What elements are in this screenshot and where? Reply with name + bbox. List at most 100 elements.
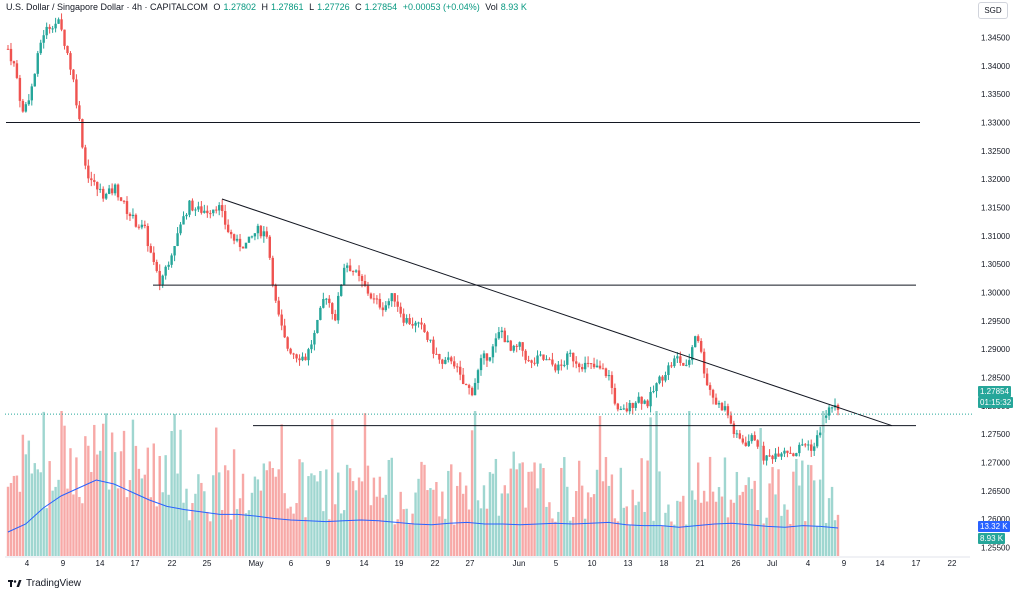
candle-body (143, 224, 147, 226)
candle-body (90, 178, 93, 181)
volume-bar (685, 524, 688, 556)
volume-bar (420, 461, 423, 556)
candle-body (744, 442, 747, 446)
candle-body (36, 53, 39, 74)
y-tick-label: 1.26500 (981, 487, 1010, 496)
volume-bar (319, 470, 322, 556)
candle-body (497, 332, 501, 339)
volume-bar (18, 491, 22, 556)
volume-bar (128, 480, 132, 556)
volume-bar (307, 476, 310, 556)
volume-bar (655, 411, 658, 556)
candle-body (253, 233, 257, 237)
candle-body (453, 361, 456, 367)
x-tick-label: 22 (168, 559, 177, 568)
volume-bar (786, 509, 789, 556)
volume-bar (107, 489, 111, 556)
candle-body (372, 298, 376, 300)
candle-body (27, 100, 31, 105)
volume-bar (456, 485, 459, 556)
candle-body (280, 314, 283, 326)
volume-bar (21, 434, 25, 556)
candle-body (432, 339, 435, 354)
volume-bar (458, 472, 462, 556)
candle-body (176, 233, 179, 247)
candle-body (366, 285, 370, 294)
candle-body (625, 408, 628, 412)
candle-body (801, 444, 804, 446)
volume-bar (801, 460, 804, 556)
volume-bar (592, 494, 596, 556)
candle-body (265, 231, 269, 237)
candle-body (827, 407, 831, 416)
candle-body (461, 374, 465, 385)
volume-bar (57, 479, 60, 556)
candle-body (268, 236, 271, 258)
candle-body (726, 406, 730, 416)
candle-body (780, 453, 783, 457)
volume-bar (232, 449, 236, 556)
candle-body (215, 209, 218, 211)
y-tick-label: 1.31000 (981, 232, 1010, 241)
candle-body (438, 354, 441, 360)
candle-body (533, 362, 536, 364)
volume-bar (191, 503, 194, 556)
candle-body (238, 238, 242, 247)
volume-bar (818, 479, 822, 556)
volume-bar (631, 489, 634, 556)
candle-body (140, 224, 144, 228)
volume-bar (560, 467, 563, 556)
candle-body (197, 206, 200, 210)
currency-button[interactable]: SGD (978, 2, 1008, 19)
candle-body (583, 362, 587, 370)
volume-bar (277, 469, 280, 556)
candle-body (622, 408, 626, 410)
volume-bar (667, 504, 670, 556)
candle-body (503, 330, 507, 343)
volume-bar (161, 492, 164, 556)
volume-bar (122, 430, 126, 556)
volume-bar (357, 477, 361, 556)
candle-body (339, 284, 343, 296)
volume-bar (836, 514, 840, 556)
volume-bar (51, 490, 54, 556)
volume-bar (807, 464, 810, 556)
x-tick-label: 27 (466, 559, 475, 568)
candle-body (57, 19, 60, 24)
volume-bar (491, 473, 495, 556)
volume-bar (566, 486, 569, 556)
volume-bar (274, 476, 277, 556)
volume-bar (339, 513, 343, 556)
candle-body (81, 119, 84, 148)
volume-bar (411, 513, 414, 556)
candle-body (473, 382, 477, 396)
symbol-name[interactable]: U.S. Dollar / Singapore Dollar · 4h · CA… (6, 2, 208, 12)
volume-bar (238, 498, 242, 556)
candle-body (69, 53, 72, 70)
volume-bar (750, 488, 753, 556)
tradingview-brand[interactable]: TradingView (8, 578, 81, 589)
volume-bar (226, 470, 230, 556)
volume-bar (313, 475, 316, 556)
candle-body (589, 363, 593, 365)
candle-body (530, 360, 533, 363)
candle-body (18, 77, 22, 101)
volume-bar (310, 473, 313, 556)
volume-bar (375, 496, 379, 556)
candle-body (63, 29, 66, 46)
chart-header: U.S. Dollar / Singapore Dollar · 4h · CA… (6, 2, 530, 12)
candle-body (610, 375, 614, 388)
candle-body (658, 376, 661, 384)
y-tick-label: 1.30000 (981, 289, 1010, 298)
candle-body (301, 356, 304, 361)
x-tick-label: 9 (326, 559, 331, 568)
volume-bar (548, 502, 551, 556)
candle-body (643, 400, 646, 404)
volume-bar (494, 458, 498, 556)
candle-body (411, 324, 414, 326)
candle-body (149, 246, 152, 253)
candle-body (104, 193, 108, 199)
candle-body (818, 432, 822, 436)
candle-body (334, 314, 337, 321)
